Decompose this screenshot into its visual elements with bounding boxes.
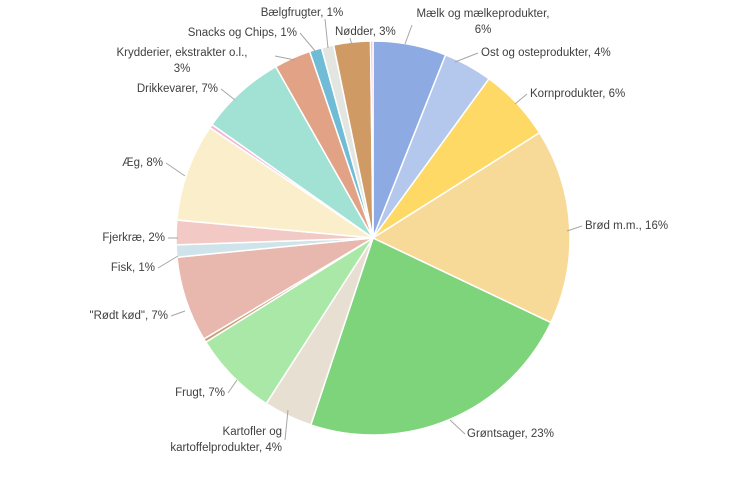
data-label: Kartofler og kartoffelprodukter, 4%: [170, 426, 282, 454]
leader-line: [284, 409, 289, 441]
data-label: Brød m.m., 16%: [585, 220, 668, 232]
leader-line: [170, 310, 186, 317]
data-label: Bælgfrugter, 1%: [261, 7, 343, 19]
data-label: Ost og osteprodukter, 4%: [481, 47, 611, 59]
data-label-line: "Rødt kød", 7%: [90, 310, 168, 322]
data-label-line: Mælk og mælkeprodukter,: [417, 8, 550, 20]
pie-slice: [309, 236, 552, 436]
data-label-line: Drikkevarer, 7%: [137, 83, 218, 95]
leader-line: [227, 379, 238, 394]
data-label-line: Æg, 8%: [122, 157, 163, 169]
pie-slice: [369, 40, 374, 239]
pie-slice: [371, 131, 571, 324]
data-label-line: Kartofler og: [223, 426, 282, 438]
data-label: Krydderier, ekstrakter o.l., 3%: [116, 47, 247, 75]
data-label: Æg, 8%: [122, 157, 163, 169]
leader-line: [157, 255, 179, 269]
data-label-line: Ost og osteprodukter, 4%: [481, 47, 611, 59]
leader-line: [299, 32, 317, 53]
leader-line: [514, 93, 528, 105]
pie-slice: [176, 126, 374, 239]
leader-line: [324, 18, 329, 49]
data-label-line: Krydderier, ekstrakter o.l.,: [116, 47, 247, 59]
data-label-line: Brød m.m., 16%: [585, 220, 668, 232]
leader-line: [274, 55, 296, 61]
data-label: Drikkevarer, 7%: [137, 83, 218, 95]
data-label-line: kartoffelprodukter, 4%: [170, 442, 282, 454]
data-label-line: Snacks og Chips, 1%: [188, 27, 297, 39]
data-label: Mælk og mælkeprodukter, 6%: [417, 8, 550, 36]
data-label: Fisk, 1%: [111, 262, 155, 274]
data-label: Snacks og Chips, 1%: [188, 27, 297, 39]
leader-line: [349, 37, 353, 46]
data-label-line: Grøntsager, 23%: [467, 428, 554, 440]
data-label-line: 3%: [174, 63, 191, 75]
leader-line: [449, 419, 466, 435]
data-label-line: Nødder, 3%: [335, 26, 396, 38]
data-label: Grøntsager, 23%: [467, 428, 554, 440]
data-label-line: Kornprodukter, 6%: [530, 88, 625, 100]
data-label: Kornprodukter, 6%: [530, 88, 625, 100]
data-label-line: Bælgfrugter, 1%: [261, 7, 343, 19]
data-label-line: 6%: [475, 24, 492, 36]
data-label: Fjerkræ, 2%: [102, 232, 165, 244]
leader-line: [566, 225, 583, 232]
data-label-line: Fjerkræ, 2%: [102, 232, 165, 244]
leader-line: [404, 24, 413, 45]
leader-line: [220, 88, 236, 101]
data-label-line: Frugt, 7%: [175, 387, 225, 399]
leader-line: [165, 162, 186, 177]
data-label-line: Fisk, 1%: [111, 262, 155, 274]
data-label: Frugt, 7%: [175, 387, 225, 399]
data-label: "Rødt kød", 7%: [90, 310, 168, 322]
leader-line: [454, 52, 479, 63]
data-label: Nødder, 3%: [335, 26, 396, 38]
